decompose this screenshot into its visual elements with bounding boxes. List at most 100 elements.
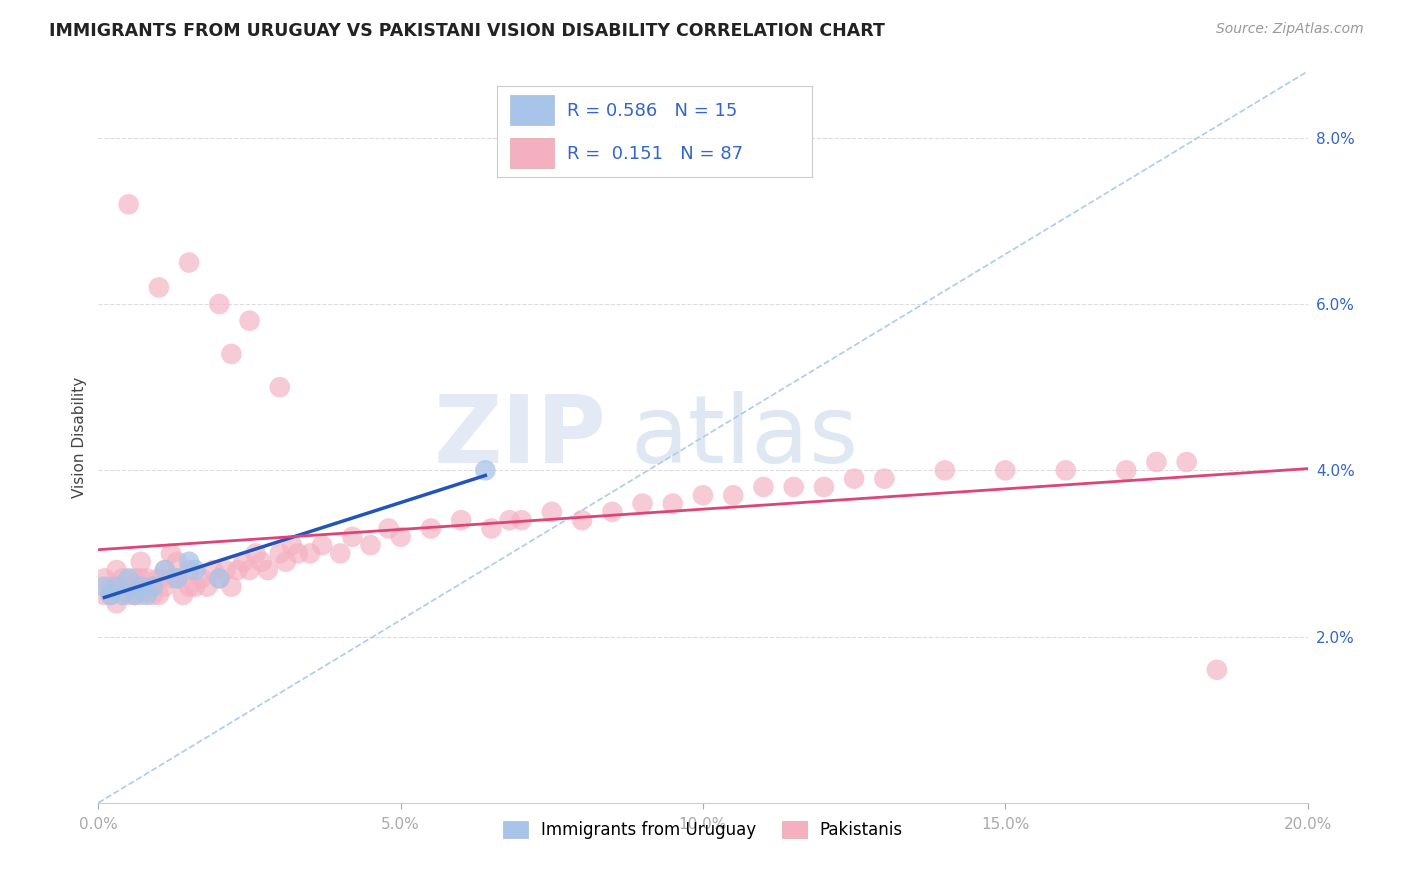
Point — [1115, 463, 1137, 477]
Point — [148, 588, 170, 602]
Point — [783, 480, 806, 494]
Point — [124, 588, 146, 602]
Point — [129, 571, 152, 585]
Point — [93, 571, 115, 585]
Point — [111, 580, 134, 594]
Point — [105, 563, 128, 577]
Point — [124, 580, 146, 594]
Point — [510, 513, 533, 527]
Point — [281, 538, 304, 552]
Point — [540, 505, 562, 519]
Point — [269, 546, 291, 560]
Point — [148, 280, 170, 294]
Text: Source: ZipAtlas.com: Source: ZipAtlas.com — [1216, 22, 1364, 37]
Point — [142, 580, 165, 594]
Point — [93, 580, 115, 594]
Point — [190, 571, 212, 585]
Point — [208, 571, 231, 585]
Point — [129, 588, 152, 602]
Point — [602, 505, 624, 519]
Point — [342, 530, 364, 544]
Point — [148, 571, 170, 585]
Point — [1144, 455, 1167, 469]
Point — [571, 513, 593, 527]
Point — [160, 546, 183, 560]
Point — [329, 546, 352, 560]
Point — [135, 580, 157, 594]
Point — [179, 580, 201, 594]
Point — [118, 580, 141, 594]
Point — [105, 580, 128, 594]
Point — [105, 580, 128, 594]
Point — [1054, 463, 1077, 477]
Point — [269, 380, 291, 394]
Point — [105, 596, 128, 610]
Point — [377, 521, 399, 535]
Point — [179, 255, 201, 269]
Point — [124, 588, 146, 602]
Point — [239, 314, 262, 328]
Point — [153, 563, 176, 577]
Point — [135, 588, 157, 602]
Point — [166, 571, 188, 585]
Point — [450, 513, 472, 527]
Point — [184, 580, 207, 594]
Point — [256, 563, 278, 577]
Point — [184, 563, 207, 577]
Point — [692, 488, 714, 502]
Point — [179, 555, 201, 569]
Point — [245, 546, 267, 560]
Point — [202, 563, 225, 577]
Point — [661, 497, 683, 511]
Point — [311, 538, 333, 552]
Point — [118, 588, 141, 602]
Point — [111, 571, 134, 585]
Point — [153, 563, 176, 577]
Point — [389, 530, 412, 544]
Point — [752, 480, 775, 494]
Point — [129, 555, 152, 569]
Point — [934, 463, 956, 477]
Point — [873, 472, 896, 486]
Point — [631, 497, 654, 511]
Point — [723, 488, 745, 502]
Text: ZIP: ZIP — [433, 391, 606, 483]
Point — [1175, 455, 1198, 469]
Point — [232, 555, 254, 569]
Point — [420, 521, 443, 535]
Point — [481, 521, 503, 535]
Point — [208, 571, 231, 585]
Point — [111, 588, 134, 602]
Point — [498, 513, 520, 527]
Point — [129, 580, 152, 594]
Point — [118, 571, 141, 585]
Point — [474, 463, 496, 477]
Point — [1206, 663, 1229, 677]
Point — [179, 563, 201, 577]
Point — [166, 555, 188, 569]
Point — [844, 472, 866, 486]
Point — [239, 563, 262, 577]
Point — [299, 546, 322, 560]
Point — [214, 563, 236, 577]
Point — [208, 297, 231, 311]
Text: atlas: atlas — [630, 391, 859, 483]
Point — [221, 347, 243, 361]
Point — [100, 588, 122, 602]
Point — [93, 588, 115, 602]
Point — [195, 580, 218, 594]
Point — [813, 480, 835, 494]
Point — [226, 563, 249, 577]
Point — [100, 588, 122, 602]
Point — [994, 463, 1017, 477]
Point — [142, 588, 165, 602]
Point — [153, 580, 176, 594]
Point — [135, 571, 157, 585]
Point — [221, 580, 243, 594]
Point — [172, 588, 194, 602]
Point — [100, 580, 122, 594]
Point — [124, 571, 146, 585]
Y-axis label: Vision Disability: Vision Disability — [72, 376, 87, 498]
Point — [360, 538, 382, 552]
Point — [160, 571, 183, 585]
